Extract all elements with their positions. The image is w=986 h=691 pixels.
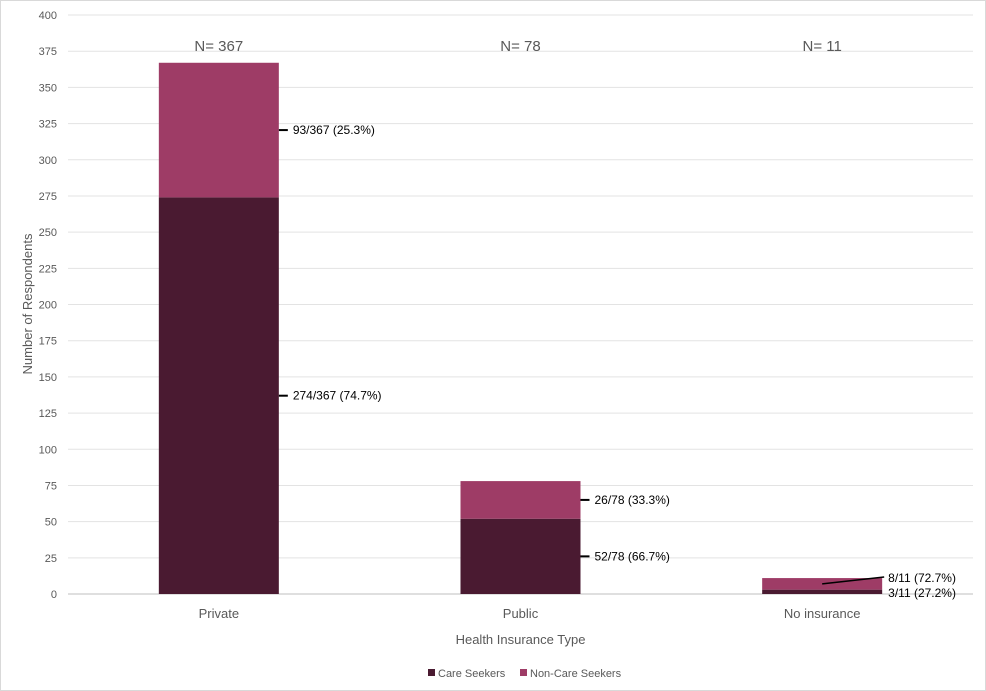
legend-label: Non-Care Seekers [530, 668, 622, 680]
x-axis-title: Health Insurance Type [456, 632, 586, 647]
y-tick-label: 400 [39, 10, 57, 22]
y-tick-label: 75 [45, 480, 57, 492]
y-tick-label: 175 [39, 336, 57, 348]
legend-swatch [428, 669, 435, 676]
y-tick-label: 300 [39, 155, 57, 167]
y-tick-label: 250 [39, 227, 57, 239]
total-n-label: N= 367 [194, 38, 243, 55]
x-tick-label: Public [503, 606, 539, 621]
bar-non-care-seekers [460, 481, 581, 519]
y-tick-label: 100 [39, 444, 57, 456]
bar-non-care-seekers [158, 62, 279, 198]
x-tick-label: Private [199, 606, 239, 621]
data-label: 8/11 (72.7%) [888, 571, 956, 585]
bar-care-seekers [158, 197, 279, 594]
bar-care-seekers [460, 518, 581, 594]
data-label: 26/78 (33.3%) [595, 493, 670, 507]
legend-label: Care Seekers [438, 668, 506, 680]
y-tick-label: 225 [39, 263, 57, 275]
bar-non-care-seekers [762, 578, 883, 590]
y-axis-title: Number of Respondents [20, 233, 35, 374]
total-n-label: N= 78 [500, 38, 540, 55]
y-tick-label: 350 [39, 82, 57, 94]
total-n-label: N= 11 [802, 38, 841, 55]
y-tick-label: 25 [45, 553, 57, 565]
bar-care-seekers [762, 589, 883, 594]
data-label-leader [822, 576, 885, 585]
legend-swatch [520, 669, 527, 676]
y-tick-label: 50 [45, 517, 57, 529]
x-tick-label: No insurance [784, 606, 861, 621]
data-label: 93/367 (25.3%) [293, 123, 375, 137]
y-tick-label: 200 [39, 300, 57, 312]
y-tick-label: 150 [39, 372, 57, 384]
data-label: 3/11 (27.2%) [888, 586, 956, 600]
y-tick-label: 325 [39, 119, 57, 131]
y-tick-label: 375 [39, 46, 57, 58]
y-tick-label: 125 [39, 408, 57, 420]
data-label: 52/78 (66.7%) [595, 549, 670, 563]
data-label: 274/367 (74.7%) [293, 389, 382, 403]
y-tick-label: 0 [51, 589, 57, 601]
y-tick-label: 275 [39, 191, 57, 203]
